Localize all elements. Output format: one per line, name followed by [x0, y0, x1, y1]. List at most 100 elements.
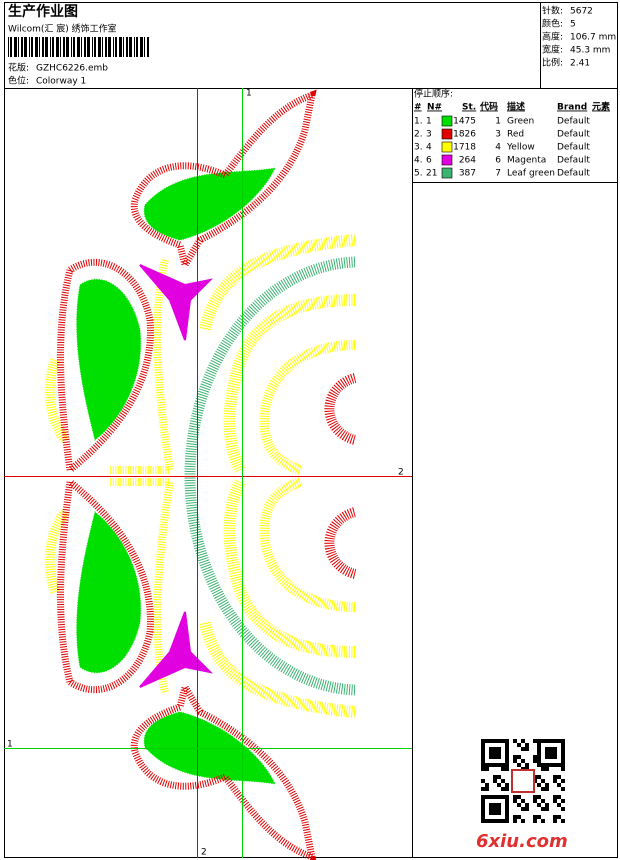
bar [14, 37, 17, 57]
qr-code [481, 739, 565, 823]
qr-cell [493, 739, 497, 743]
row-stop: 1 [426, 117, 432, 127]
row-index: 4. [414, 156, 423, 166]
bar [21, 37, 23, 57]
qr-cell [553, 775, 557, 779]
row-brand: Default [557, 117, 590, 127]
qr-cell [505, 795, 509, 799]
qr-cell [481, 803, 485, 807]
qr-cell [505, 811, 509, 815]
bar [39, 37, 40, 57]
qr-cell [521, 819, 525, 823]
qr-cell [501, 819, 505, 823]
qr-cell [557, 803, 561, 807]
qr-cell [501, 767, 505, 771]
bar [92, 37, 93, 57]
row-index: 5. [414, 169, 423, 179]
column-header: N# [427, 103, 442, 113]
qr-cell [501, 795, 505, 799]
qr-cell [525, 747, 529, 751]
qr-cell [541, 779, 545, 783]
bar [56, 37, 59, 57]
column-header: St. [462, 103, 476, 113]
qr-cell [545, 763, 549, 767]
qr-cell [489, 763, 493, 767]
qr-cell [549, 755, 553, 759]
qr-cell [521, 807, 525, 811]
qr-cell [561, 743, 565, 747]
guide-label: 1 [246, 89, 252, 99]
qr-cell [541, 799, 545, 803]
row-stop: 4 [426, 143, 432, 153]
row-stitches: 1826 [453, 130, 476, 140]
row-brand: Default [557, 156, 590, 166]
qr-cell [517, 803, 521, 807]
row-index: 2. [414, 130, 423, 140]
qr-cell [481, 767, 485, 771]
bar [123, 37, 124, 57]
qr-cell [513, 795, 517, 799]
qr-cell [485, 787, 489, 791]
qr-cell [505, 743, 509, 747]
row-description: Leaf green [507, 169, 555, 179]
color-swatch [441, 141, 453, 153]
qr-cell [501, 739, 505, 743]
bar [73, 37, 75, 57]
qr-cell [553, 751, 557, 755]
column-header: # [414, 103, 422, 113]
column-header: 元素 [592, 101, 610, 113]
qr-cell [533, 819, 537, 823]
qr-cell [553, 739, 557, 743]
qr-cell [513, 755, 517, 759]
qr-cell [489, 803, 493, 807]
bar [119, 37, 122, 57]
qr-cell [485, 795, 489, 799]
qr-cell [505, 739, 509, 743]
qr-cell [561, 807, 565, 811]
qr-cell [561, 763, 565, 767]
qr-cell [489, 755, 493, 759]
qr-cell [549, 763, 553, 767]
qr-cell [545, 803, 549, 807]
qr-cell [481, 763, 485, 767]
qr-cell [561, 751, 565, 755]
row-index: 3. [414, 143, 423, 153]
qr-cell [489, 739, 493, 743]
qr-cell [489, 795, 493, 799]
qr-cell [481, 751, 485, 755]
qr-cell [541, 763, 545, 767]
qr-cell [521, 739, 525, 743]
qr-cell [553, 819, 557, 823]
qr-cell [481, 747, 485, 751]
qr-cell [513, 799, 517, 803]
qr-cell [537, 795, 541, 799]
row-stop: 21 [426, 169, 437, 179]
qr-cell [493, 819, 497, 823]
qr-cell [517, 743, 521, 747]
qr-cell [545, 751, 549, 755]
bar [102, 37, 103, 57]
stat-label: 比例: [542, 57, 563, 69]
colorway: Colorway 1 [36, 77, 86, 87]
design-label: 花版: [8, 62, 29, 74]
qr-cell [517, 763, 521, 767]
qr-cell [481, 811, 485, 815]
qr-cell [481, 795, 485, 799]
qr-cell [481, 759, 485, 763]
qr-cell [489, 819, 493, 823]
stat-label: 颜色: [542, 18, 563, 30]
title: 生产作业图 [8, 3, 78, 20]
qr-cell [485, 763, 489, 767]
bar [81, 37, 82, 57]
qr-cell [545, 747, 549, 751]
bar [42, 37, 44, 57]
qr-cell [501, 787, 505, 791]
qr-cell [537, 759, 541, 763]
qr-cell [525, 803, 529, 807]
qr-cell [541, 819, 545, 823]
stat-value: 5 [570, 20, 576, 30]
qr-cell [561, 759, 565, 763]
row-stop: 3 [426, 130, 432, 140]
qr-cell [553, 747, 557, 751]
